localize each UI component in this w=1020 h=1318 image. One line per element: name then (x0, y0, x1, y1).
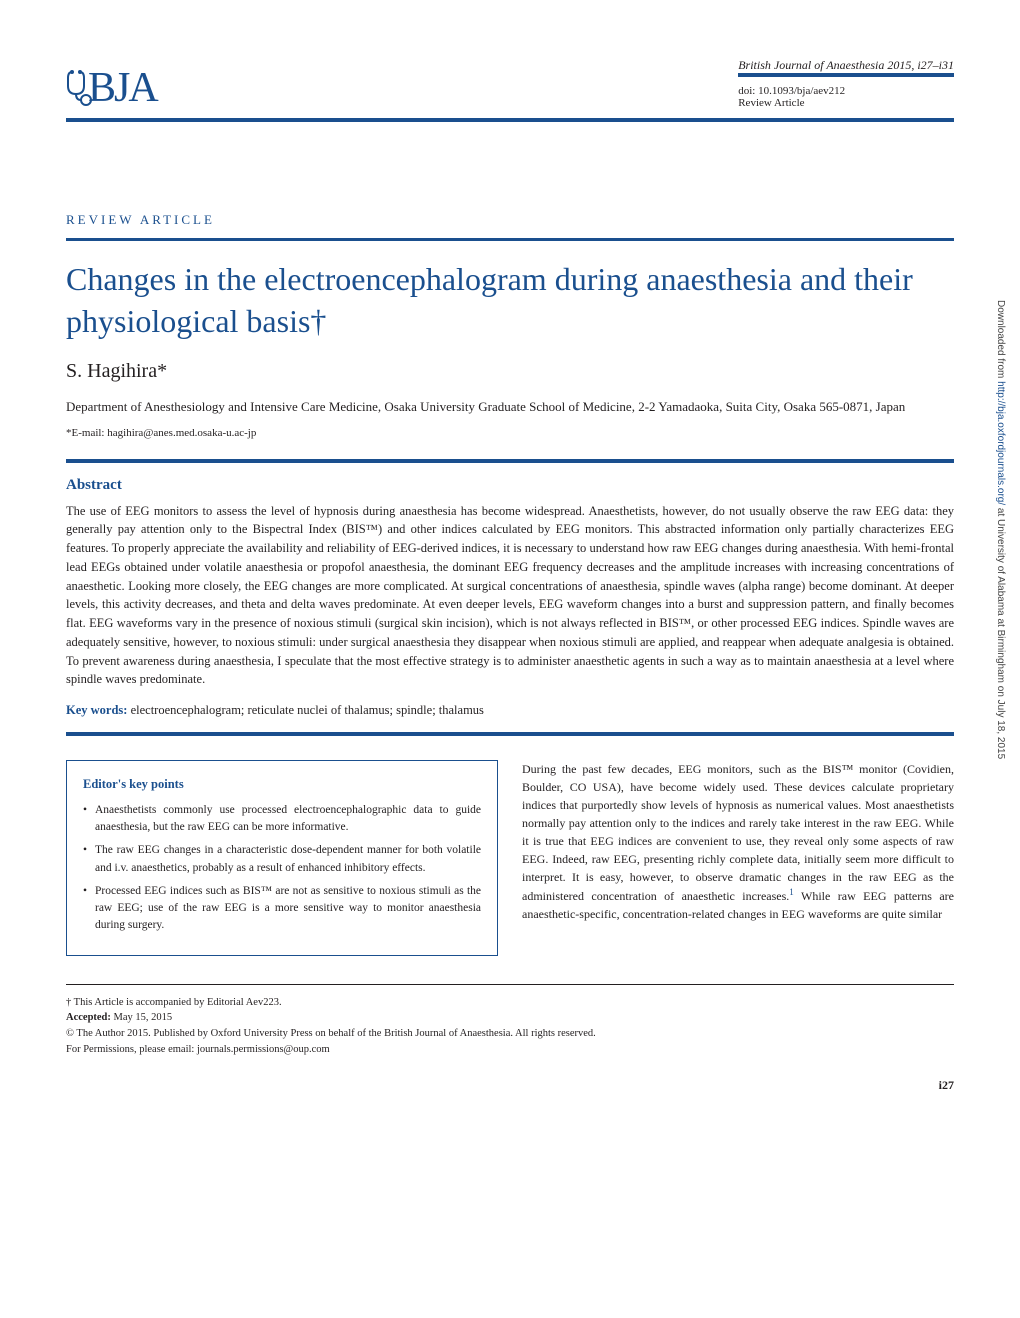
author-affiliation: Department of Anesthesiology and Intensi… (66, 397, 954, 417)
journal-citation: British Journal of Anaesthesia 2015, i27… (738, 58, 954, 73)
keywords-values: electroencephalogram; reticulate nuclei … (131, 703, 484, 717)
editorial-note: † This Article is accompanied by Editori… (66, 995, 954, 1011)
editors-keypoints-box: Editor's key points Anaesthetists common… (66, 760, 498, 956)
sidebar-link[interactable]: http://bja.oxfordjournals.org/ (995, 381, 1006, 505)
abstract-bottom-divider (66, 732, 954, 736)
logo-text: BJA (88, 64, 157, 112)
intro-paragraph: During the past few decades, EEG monitor… (522, 762, 954, 903)
footer-divider (66, 984, 954, 985)
email-label: *E-mail: (66, 427, 107, 439)
accepted-line: Accepted: May 15, 2015 (66, 1010, 954, 1026)
abstract-text: The use of EEG monitors to assess the le… (66, 502, 954, 690)
keywords-label: Key words: (66, 703, 131, 717)
permissions-line: For Permissions, please email: journals.… (66, 1042, 954, 1058)
keywords-line: Key words: electroencephalogram; reticul… (66, 703, 954, 718)
email-address[interactable]: hagihira@anes.med.osaka-u.ac-jp (107, 427, 256, 439)
abstract-top-divider (66, 459, 954, 463)
title-divider (66, 238, 954, 241)
copyright-line: © The Author 2015. Published by Oxford U… (66, 1026, 954, 1042)
page-number: i27 (66, 1078, 954, 1093)
corresponding-email: *E-mail: hagihira@anes.med.osaka-u.ac-jp (66, 427, 954, 439)
article-title: Changes in the electroencephalogram duri… (66, 259, 954, 342)
journal-logo: BJA (66, 64, 157, 112)
accepted-date: May 15, 2015 (114, 1012, 173, 1023)
journal-info: British Journal of Anaesthesia 2015, i27… (738, 54, 954, 109)
doi: doi: 10.1093/bja/aev212 (738, 85, 954, 97)
list-item: The raw EEG changes in a characteristic … (83, 842, 481, 877)
stethoscope-icon (66, 68, 92, 108)
header-divider-bottom (66, 118, 954, 122)
download-sidebar: Downloaded from http://bja.oxfordjournal… (995, 300, 1006, 759)
right-column: During the past few decades, EEG monitor… (522, 760, 954, 956)
left-column: Editor's key points Anaesthetists common… (66, 760, 498, 956)
author-name: S. Hagihira* (66, 360, 954, 383)
abstract-heading: Abstract (66, 477, 954, 494)
body-columns: Editor's key points Anaesthetists common… (66, 760, 954, 956)
list-item: Processed EEG indices such as BIS™ are n… (83, 883, 481, 935)
header-row: BJA British Journal of Anaesthesia 2015,… (66, 54, 954, 112)
keypoints-list: Anaesthetists commonly use processed ele… (83, 802, 481, 935)
sidebar-prefix: Downloaded from (995, 300, 1006, 381)
list-item: Anaesthetists commonly use processed ele… (83, 802, 481, 837)
accepted-label: Accepted: (66, 1012, 114, 1023)
review-article-label: REVIEW ARTICLE (66, 212, 954, 228)
keypoints-heading: Editor's key points (83, 775, 481, 794)
footnotes: † This Article is accompanied by Editori… (66, 995, 954, 1058)
sidebar-suffix: at University of Alabama at Birmingham o… (995, 505, 1006, 759)
header-divider-top (738, 73, 954, 77)
article-type-small: Review Article (738, 97, 954, 109)
